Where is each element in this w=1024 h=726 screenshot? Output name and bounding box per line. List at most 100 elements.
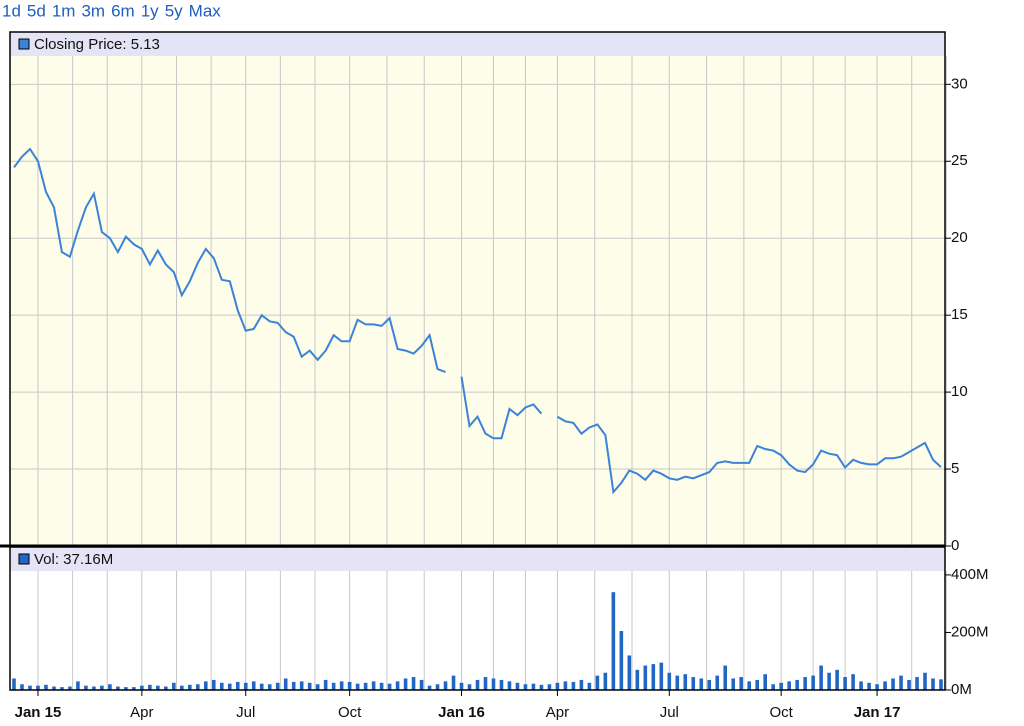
legend-strip: [10, 547, 945, 571]
volume-bar: [683, 674, 688, 690]
price-line: [460, 376, 543, 440]
volume-bar: [307, 682, 312, 690]
volume-bar: [315, 684, 320, 690]
volume-bar: [507, 681, 512, 690]
volume-bar: [675, 675, 680, 690]
volume-bar: [539, 684, 544, 690]
volume-bar: [68, 686, 72, 690]
volume-bar: [627, 655, 632, 690]
y-tick-label: 400M: [951, 566, 989, 583]
range-link[interactable]: 1d: [2, 1, 21, 20]
volume-bar: [419, 679, 424, 690]
volume-bar: [60, 687, 64, 690]
y-tick-label: 25: [951, 152, 968, 169]
volume-bar: [595, 675, 600, 690]
volume-bar: [395, 681, 400, 690]
volume-bar: [411, 677, 416, 690]
volume-bar: [44, 684, 48, 690]
legend-swatch: [18, 553, 30, 565]
volume-bar: [715, 675, 720, 690]
volume-bar: [403, 678, 408, 690]
volume-bar: [219, 682, 224, 690]
range-link[interactable]: 5d: [27, 1, 46, 20]
legend-label: Closing Price: 5.13: [34, 36, 160, 53]
legend-strip: [10, 32, 945, 56]
volume-bar: [835, 669, 839, 690]
range-link[interactable]: Max: [189, 1, 222, 20]
y-tick-label: 20: [951, 229, 968, 246]
volume-bar: [899, 675, 903, 690]
range-link[interactable]: 6m: [111, 1, 135, 20]
volume-bar: [124, 687, 128, 690]
volume-bar: [467, 684, 472, 690]
range-link[interactable]: 1m: [52, 1, 76, 20]
price-line: [13, 147, 446, 374]
volume-bar: [691, 677, 696, 690]
volume-bar: [108, 684, 112, 690]
volume-bar: [451, 675, 456, 690]
volume-bar: [227, 683, 232, 690]
volume-bar: [779, 682, 783, 690]
volume-bar: [116, 686, 120, 690]
volume-bar: [459, 682, 464, 690]
volume-bar: [339, 681, 344, 690]
y-tick-label: 30: [951, 75, 968, 92]
volume-bar: [851, 674, 855, 690]
volume-bar: [443, 681, 448, 690]
range-link[interactable]: 1y: [141, 1, 159, 20]
volume-bar: [491, 678, 496, 690]
volume-bar: [747, 681, 752, 690]
volume-bar: [211, 679, 216, 690]
volume-bar: [483, 677, 488, 690]
volume-bar: [587, 682, 592, 690]
volume-bar: [12, 678, 16, 690]
volume-bar: [435, 684, 440, 690]
volume-bar: [915, 677, 919, 690]
volume-bar: [843, 677, 847, 690]
volume-bar: [547, 684, 552, 690]
volume-bar: [172, 682, 176, 690]
x-tick-label: Jul: [236, 704, 255, 721]
plot-background: [10, 32, 945, 546]
x-tick-label: Oct: [770, 704, 794, 721]
volume-bar: [883, 681, 887, 690]
volume-bar: [156, 685, 160, 690]
volume-bar: [180, 685, 184, 690]
volume-bar: [28, 685, 32, 690]
volume-bar: [243, 682, 248, 690]
volume-bar: [739, 677, 744, 690]
volume-bar: [635, 669, 640, 690]
volume-bar: [619, 631, 624, 690]
volume-bar: [603, 672, 608, 690]
volume-bar: [195, 684, 200, 690]
x-tick-label: Oct: [338, 704, 362, 721]
x-tick-label: Jan 15: [15, 704, 62, 721]
range-link[interactable]: 3m: [81, 1, 105, 20]
volume-bar: [92, 686, 96, 690]
volume-bar: [875, 684, 879, 690]
x-tick-label: Apr: [546, 704, 569, 721]
volume-bar: [563, 681, 568, 690]
range-link[interactable]: 5y: [165, 1, 183, 20]
volume-bar: [291, 681, 296, 690]
x-tick-label: Jan 16: [438, 704, 485, 721]
volume-bar: [891, 678, 895, 690]
legend-label: Vol: 37.16M: [34, 551, 113, 568]
price-line: [556, 415, 942, 495]
volume-bar: [755, 679, 760, 690]
volume-bar: [795, 679, 799, 690]
volume-bar: [267, 684, 272, 690]
volume-bar: [555, 682, 560, 690]
y-tick-label: 0: [951, 537, 959, 554]
volume-bar: [140, 685, 144, 690]
volume-bar: [931, 678, 935, 690]
volume-bar: [355, 683, 360, 690]
volume-bar: [76, 681, 80, 690]
volume-bar: [283, 678, 288, 690]
volume-bar: [371, 681, 376, 690]
volume-bar: [164, 686, 168, 690]
volume-bar: [611, 592, 616, 690]
volume-bar: [363, 682, 368, 690]
volume-bar: [203, 681, 208, 690]
